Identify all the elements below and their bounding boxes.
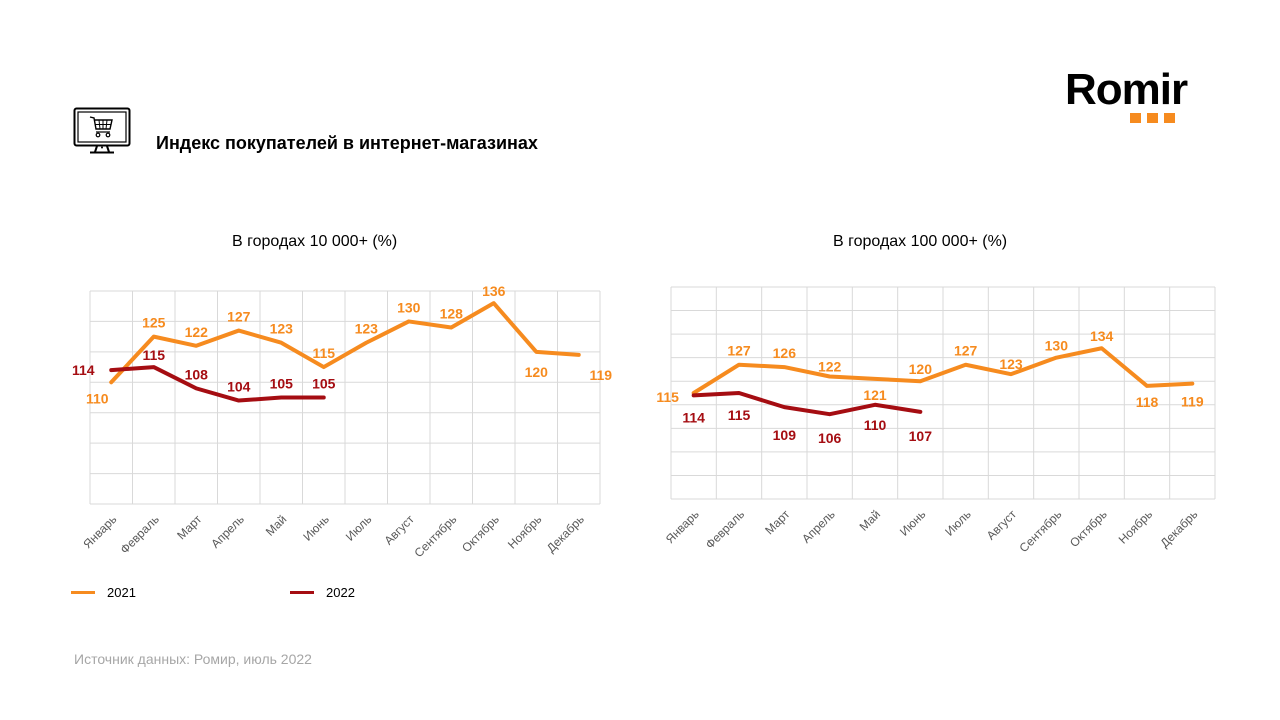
- legend-label-2022: 2022: [326, 585, 355, 600]
- data-label-2021: 123: [355, 321, 379, 337]
- data-label-2022: 114: [682, 409, 705, 425]
- data-label-2021: 119: [589, 367, 612, 383]
- data-label-2021: 119: [1181, 394, 1204, 410]
- data-label-2021: 115: [312, 345, 335, 361]
- page-title: Индекс покупателей в интернет-магазинах: [156, 133, 538, 153]
- data-label-2021: 127: [227, 309, 251, 325]
- data-label-2021: 123: [270, 321, 294, 337]
- data-label-2021: 130: [397, 299, 421, 315]
- data-label-2021: 110: [86, 390, 109, 406]
- x-tick-label: Сентябрь: [1017, 507, 1065, 555]
- logo-dot: [1130, 113, 1141, 123]
- data-label-2022: 109: [773, 427, 797, 443]
- x-tick-label: Июль: [942, 507, 974, 539]
- series-line-2022: [691, 391, 923, 417]
- x-tick-label: Ноябрь: [505, 512, 544, 551]
- data-label-2021: 121: [863, 387, 887, 403]
- x-tick-label: Январь: [663, 507, 702, 546]
- data-label-2021: 122: [818, 359, 842, 375]
- x-tick-label: Июнь: [300, 512, 331, 543]
- data-label-2021: 127: [727, 343, 751, 359]
- x-tick-label: Август: [381, 512, 417, 548]
- x-tick-label: Июль: [343, 512, 375, 544]
- computer-shopping-cart-icon: [73, 107, 131, 154]
- data-label-2022: 107: [909, 428, 933, 444]
- x-tick-label: Апрель: [208, 512, 247, 551]
- data-label-2021: 123: [999, 356, 1023, 372]
- x-tick-label: Ноябрь: [1116, 507, 1155, 546]
- data-label-2021: 120: [525, 364, 549, 380]
- legend-swatch-2022: [290, 591, 314, 594]
- x-tick-label: Февраль: [117, 512, 161, 556]
- legend-label-2021: 2021: [107, 585, 136, 600]
- data-label-2021: 126: [773, 345, 797, 361]
- chart-title-100000: В городах 100 000+ (%): [833, 233, 1008, 250]
- logo-dot: [1164, 113, 1175, 123]
- data-label-2021: 134: [1090, 328, 1114, 344]
- data-label-2021: 136: [482, 283, 506, 299]
- x-tick-label: Март: [762, 507, 793, 538]
- x-tick-label: Май: [857, 507, 884, 534]
- data-label-2022: 104: [227, 379, 251, 395]
- x-tick-label: Апрель: [799, 507, 838, 546]
- data-label-2021: 118: [1136, 394, 1159, 410]
- data-label-2022: 115: [142, 347, 165, 363]
- x-tick-label: Октябрь: [1067, 507, 1110, 550]
- x-tick-label: Февраль: [703, 507, 747, 551]
- x-tick-label: Март: [174, 512, 205, 543]
- data-label-2021: 122: [185, 324, 209, 340]
- data-label-2021: 115: [656, 389, 679, 405]
- logo-dot: [1147, 113, 1158, 123]
- data-label-2021: 127: [954, 343, 978, 359]
- logo-text: Romir: [1065, 65, 1188, 114]
- legend-item-2021: 2021: [71, 585, 136, 600]
- data-label-2022: 115: [728, 407, 751, 423]
- x-tick-label: Июнь: [897, 507, 928, 538]
- x-tick-label: Декабрь: [1157, 507, 1200, 550]
- chart-title-10000: В городах 10 000+ (%): [232, 233, 398, 250]
- x-tick-label: Январь: [80, 512, 119, 551]
- legend-item-2022: 2022: [290, 585, 355, 600]
- series-line-2021: [691, 346, 1195, 395]
- x-tick-label: Август: [984, 507, 1020, 543]
- series-line-2021: [109, 301, 581, 385]
- data-label-2021: 125: [142, 315, 166, 331]
- x-tick-label: Октябрь: [459, 512, 502, 555]
- data-label-2021: 130: [1045, 338, 1069, 354]
- legend-swatch-2021: [71, 591, 95, 594]
- data-label-2022: 108: [185, 366, 209, 382]
- data-label-2022: 114: [72, 362, 95, 378]
- x-tick-label: Декабрь: [544, 512, 587, 555]
- x-tick-label: Сентябрь: [411, 512, 459, 560]
- data-label-2022: 106: [818, 430, 842, 446]
- data-label-2021: 128: [440, 306, 464, 322]
- source-note: Источник данных: Ромир, июль 2022: [74, 651, 312, 667]
- romir-logo: Romir: [1065, 64, 1210, 124]
- data-label-2022: 105: [270, 376, 294, 392]
- data-label-2022: 105: [312, 376, 336, 392]
- data-label-2022: 110: [864, 417, 887, 433]
- x-tick-label: Май: [263, 512, 290, 539]
- series-line-2022: [109, 365, 326, 403]
- data-label-2021: 120: [909, 361, 933, 377]
